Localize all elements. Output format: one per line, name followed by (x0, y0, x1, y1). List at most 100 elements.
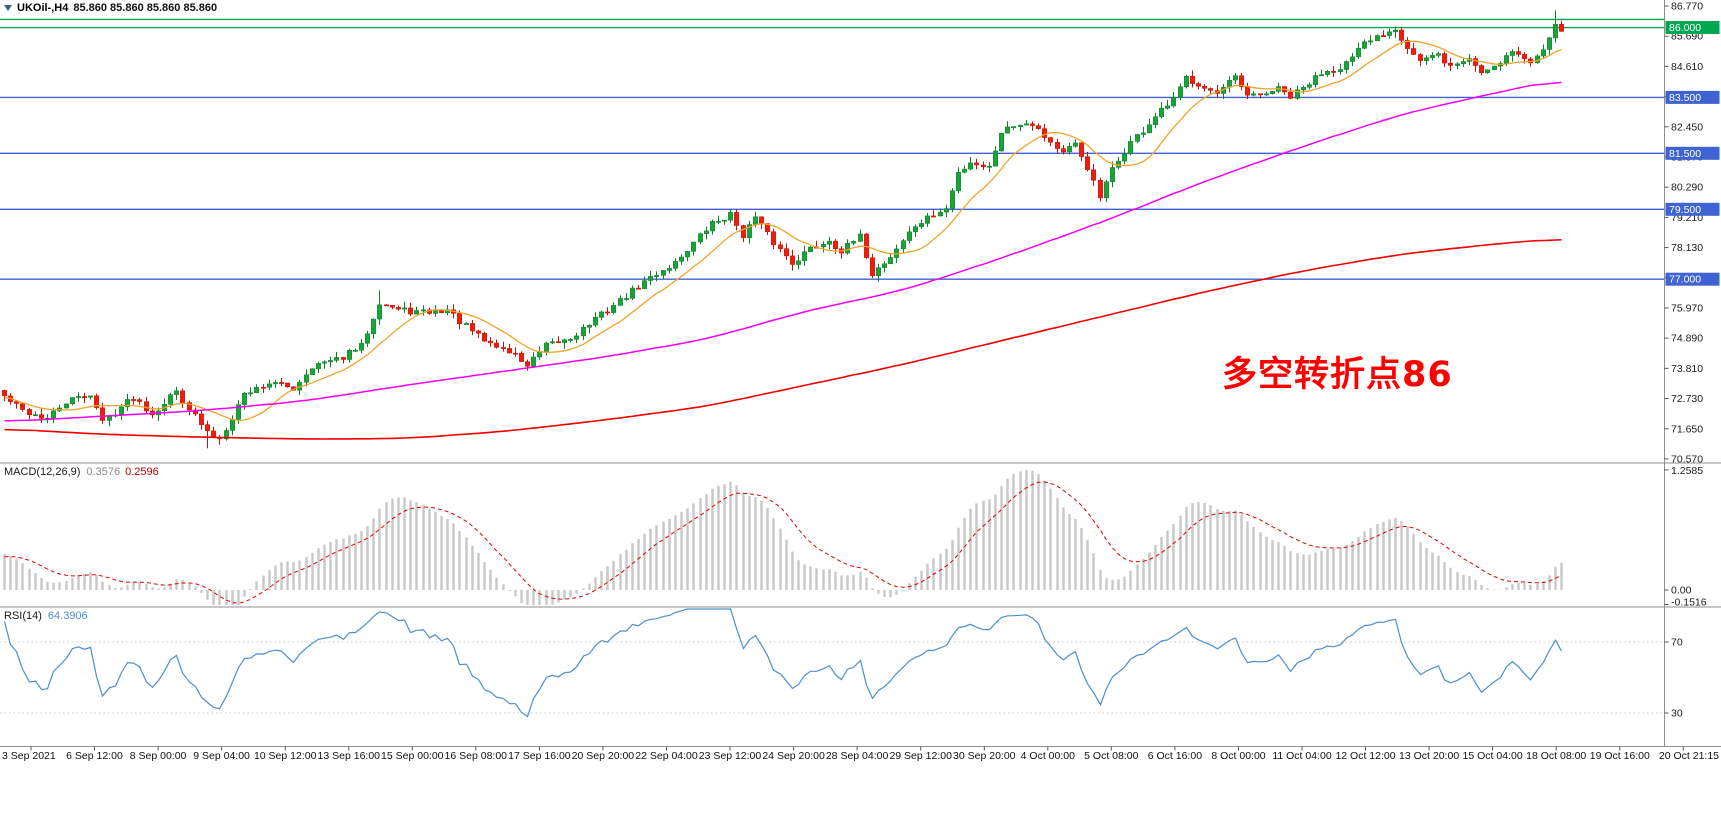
candle-body (1313, 75, 1318, 85)
macd-main-value: 0.3576 (86, 466, 121, 478)
candle-body (304, 374, 309, 383)
candle-body (765, 223, 770, 232)
candle-body (27, 409, 32, 416)
candle-body (1036, 125, 1041, 129)
candle-body (925, 215, 930, 224)
macd-signal-value: 0.2596 (125, 466, 159, 478)
candle-body (1067, 146, 1072, 153)
candle-body (1368, 40, 1373, 43)
candle-body (618, 298, 623, 306)
candle-body (845, 242, 850, 254)
candle-body (457, 313, 462, 324)
rsi-panel (0, 608, 1664, 718)
candle-body (365, 333, 370, 344)
price-tick-label: 72.730 (1671, 393, 1703, 405)
candle-body (1098, 179, 1103, 199)
chart-plot-area[interactable] (0, 0, 1664, 747)
candle-body (51, 410, 56, 419)
candle-body (144, 401, 149, 412)
candle-body (1239, 75, 1244, 87)
candle-body (1547, 37, 1552, 50)
candle-body (100, 407, 105, 421)
candle-body (211, 430, 216, 438)
annotation-text[interactable]: 多空转折点86 (1222, 355, 1453, 395)
candle-body (205, 424, 210, 432)
time-axis-label: 4 Oct 00:00 (1021, 750, 1075, 762)
candle-body (1005, 126, 1010, 134)
candle-body (1522, 54, 1527, 60)
candle-body (1338, 69, 1343, 73)
candle-body (771, 231, 776, 246)
candle-body (1301, 87, 1306, 91)
price-tick-label: 71.650 (1671, 423, 1703, 435)
time-axis-label: 23 Sep 12:00 (699, 750, 762, 762)
candle-body (1141, 132, 1146, 135)
candle-body (987, 165, 992, 168)
candle-body (1553, 24, 1558, 39)
candle-body (574, 335, 579, 340)
macd-name-label: MACD(12,26,9) (4, 466, 81, 478)
candle-body (1171, 97, 1176, 107)
candle-body (1122, 153, 1127, 162)
candle-body (341, 357, 346, 360)
candle-body (1541, 49, 1546, 57)
candle-body (402, 307, 407, 310)
candle-body (1030, 123, 1035, 126)
candle-body (1393, 29, 1398, 33)
candle-body (1245, 86, 1250, 96)
candle-body (1153, 116, 1158, 125)
candle-body (870, 257, 875, 277)
candle-body (488, 340, 493, 344)
candle-body (187, 402, 192, 411)
time-axis-label: 15 Sep 00:00 (381, 750, 444, 762)
candle-body (968, 162, 973, 170)
candle-body (353, 349, 358, 352)
price-tick-label: 78.130 (1671, 242, 1703, 254)
price-level-badge (1665, 272, 1720, 286)
candle-body (728, 212, 733, 221)
rsi-axis-label: 70 (1671, 637, 1683, 649)
price-level-badge-label: 79.500 (1669, 204, 1701, 216)
rsi-axis-label: 30 (1671, 708, 1683, 720)
candle-body (125, 399, 130, 408)
candle-body (248, 392, 253, 395)
candle-body (421, 309, 426, 312)
rsi-indicator-header: RSI(14) 64.3906 (4, 610, 88, 622)
candle-body (704, 230, 709, 234)
candle-body (1110, 167, 1115, 183)
candle-body (827, 240, 832, 245)
candle-body (1411, 48, 1416, 55)
candle-body (501, 347, 506, 349)
candle-body (285, 382, 290, 388)
candle-body (858, 233, 863, 242)
candle-body (1270, 91, 1275, 95)
candle-body (1091, 169, 1096, 181)
candle-body (1165, 105, 1170, 109)
candle-body (33, 414, 38, 417)
candle-body (507, 348, 512, 354)
candle-body (562, 339, 567, 343)
candle-body (981, 164, 986, 167)
price-tick-label: 73.810 (1671, 363, 1703, 375)
candle-body (642, 280, 647, 290)
symbol-dropdown-icon[interactable] (4, 5, 12, 11)
ma-slow-line (4, 239, 1562, 440)
candle-body (593, 317, 598, 326)
candle-body (661, 270, 666, 276)
candle-body (267, 383, 272, 388)
candle-body (180, 390, 185, 403)
rsi-name-label: RSI(14) (4, 610, 42, 622)
candle-body (168, 394, 173, 405)
candle-body (611, 305, 616, 313)
rsi-value: 64.3906 (47, 610, 88, 622)
candle-body (550, 341, 555, 344)
candle-body (347, 350, 352, 360)
symbol-period-label: UKOil-,H4 (17, 2, 69, 14)
candle-body (1516, 51, 1521, 55)
time-axis-label: 5 Oct 08:00 (1084, 750, 1138, 762)
candle-body (334, 357, 339, 361)
candle-body (476, 330, 481, 334)
time-axis-label: 3 Sep 2021 (2, 750, 56, 762)
candle-body (568, 339, 573, 341)
